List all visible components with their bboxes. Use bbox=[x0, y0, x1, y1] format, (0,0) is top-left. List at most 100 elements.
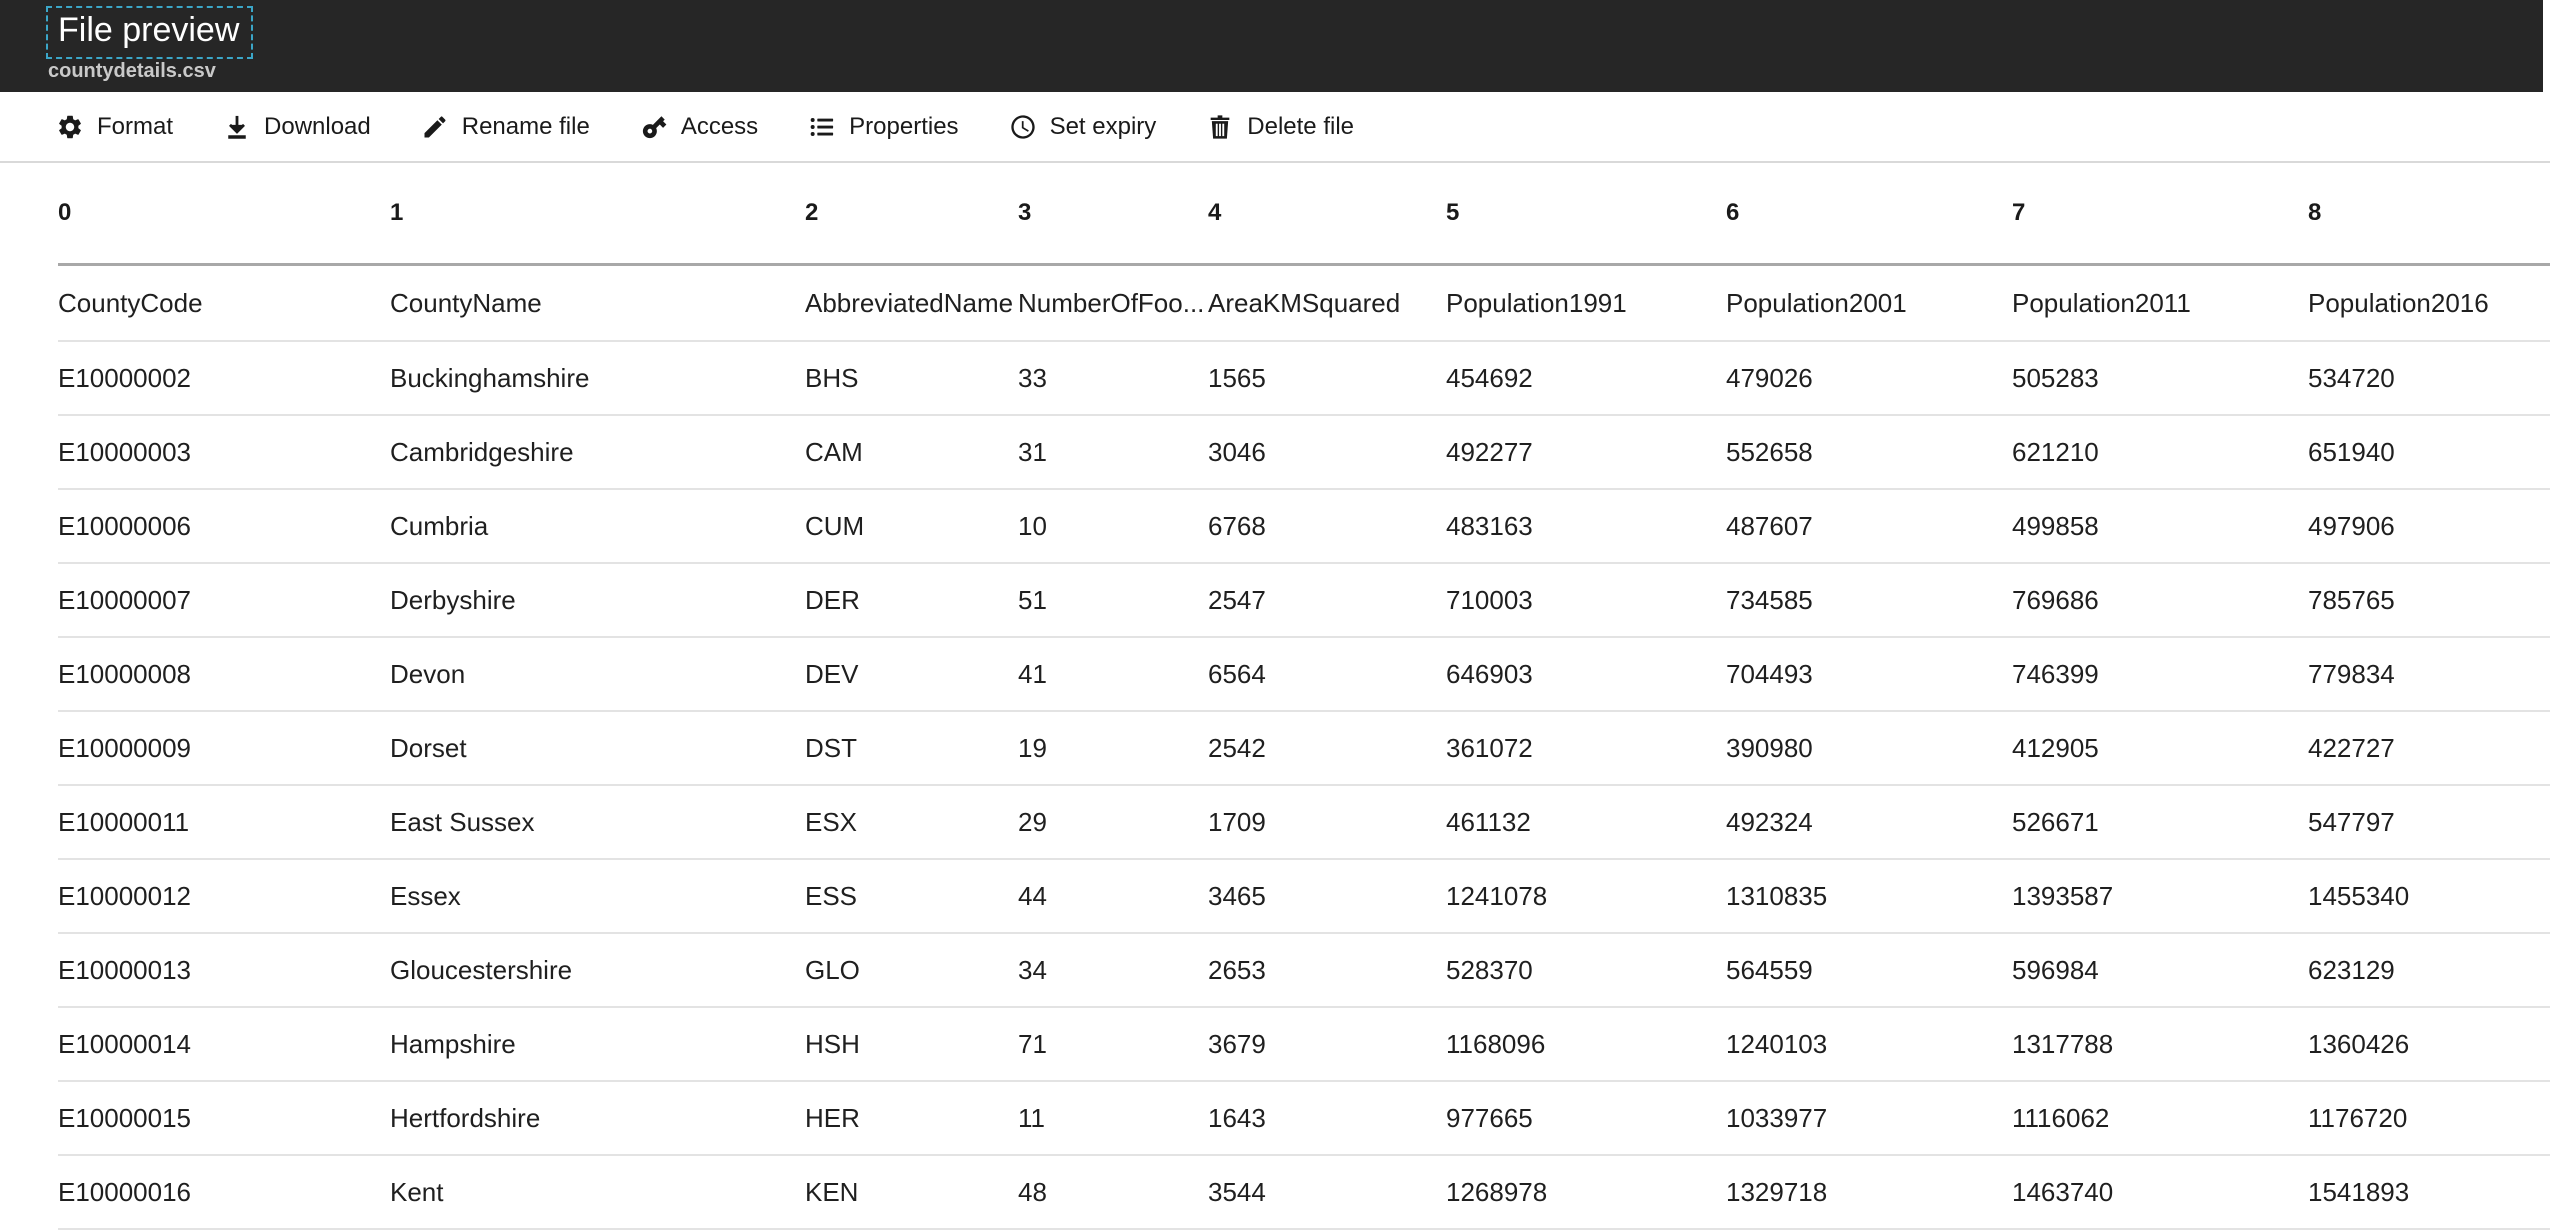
cell: CUM bbox=[805, 489, 1018, 564]
csv-preview-table: 0 1 2 3 4 5 6 7 8 CountyCode CountyName Abbreviated… bbox=[58, 163, 2550, 1230]
cell: 1268978 bbox=[1446, 1155, 1726, 1230]
cell: 51 bbox=[1018, 563, 1208, 638]
rename-file-label: Rename file bbox=[461, 112, 590, 140]
clock-icon bbox=[1009, 113, 1037, 141]
column-header: Population2011 bbox=[2012, 264, 2308, 342]
cell: HSH bbox=[805, 1007, 1018, 1082]
cell: 3046 bbox=[1208, 415, 1446, 490]
cell: 6768 bbox=[1208, 489, 1446, 564]
table-row: E10000015 Hertfordshire HER 11 1643 977665 103… bbox=[58, 1081, 2550, 1156]
cell: 6564 bbox=[1208, 637, 1446, 712]
cell: 1643 bbox=[1208, 1081, 1446, 1156]
cell: 1317788 bbox=[2012, 1007, 2308, 1082]
cell: 1033977 bbox=[1726, 1081, 2012, 1156]
cell: 1329718 bbox=[1726, 1155, 2012, 1230]
cell: Buckinghamshire bbox=[390, 341, 805, 416]
cell: Derbyshire bbox=[390, 563, 805, 638]
format-button[interactable]: Format bbox=[56, 113, 173, 141]
cell: East Sussex bbox=[390, 785, 805, 860]
cell: 492324 bbox=[1726, 785, 2012, 860]
cell: 779834 bbox=[2308, 637, 2550, 712]
cell: 461132 bbox=[1446, 785, 1726, 860]
toolbar: Format Download Rename file Access Prope… bbox=[0, 92, 2550, 163]
file-preview-header: File preview countydetails.csv bbox=[0, 0, 2543, 92]
cell: 2542 bbox=[1208, 711, 1446, 786]
cell: 3544 bbox=[1208, 1155, 1446, 1230]
table-row: E10000012 Essex ESS 44 3465 1241078 1310835 139… bbox=[58, 859, 2550, 934]
cell: 487607 bbox=[1726, 489, 2012, 564]
cell: 528370 bbox=[1446, 933, 1726, 1008]
cell: 734585 bbox=[1726, 563, 2012, 638]
cell: 547797 bbox=[2308, 785, 2550, 860]
cell: 499858 bbox=[2012, 489, 2308, 564]
cell: 526671 bbox=[2012, 785, 2308, 860]
cell: 1360426 bbox=[2308, 1007, 2550, 1082]
cell: ESX bbox=[805, 785, 1018, 860]
column-index: 3 bbox=[1018, 163, 1208, 266]
column-index: 0 bbox=[58, 163, 390, 266]
cell: 534720 bbox=[2308, 341, 2550, 416]
cell: E10000008 bbox=[58, 637, 390, 712]
cell: 785765 bbox=[2308, 563, 2550, 638]
cell: 44 bbox=[1018, 859, 1208, 934]
cell: 651940 bbox=[2308, 415, 2550, 490]
gear-icon bbox=[56, 113, 84, 141]
properties-label: Properties bbox=[849, 112, 959, 140]
access-button[interactable]: Access bbox=[640, 113, 758, 141]
column-header: Population2001 bbox=[1726, 264, 2012, 342]
cell: Cumbria bbox=[390, 489, 805, 564]
delete-file-button[interactable]: Delete file bbox=[1206, 113, 1354, 141]
properties-button[interactable]: Properties bbox=[808, 112, 959, 141]
cell: 71 bbox=[1018, 1007, 1208, 1082]
cell: E10000007 bbox=[58, 563, 390, 638]
cell: Hampshire bbox=[390, 1007, 805, 1082]
cell: GLO bbox=[805, 933, 1018, 1008]
cell: E10000011 bbox=[58, 785, 390, 860]
column-index: 4 bbox=[1208, 163, 1446, 266]
table-row: E10000014 Hampshire HSH 71 3679 1168096 124010… bbox=[58, 1007, 2550, 1082]
cell: Devon bbox=[390, 637, 805, 712]
page-title: File preview bbox=[58, 11, 240, 49]
key-icon bbox=[640, 113, 668, 141]
cell: Dorset bbox=[390, 711, 805, 786]
cell: 3465 bbox=[1208, 859, 1446, 934]
rename-file-button[interactable]: Rename file bbox=[421, 113, 590, 141]
column-index: 5 bbox=[1446, 163, 1726, 266]
cell: DEV bbox=[805, 637, 1018, 712]
file-name: countydetails.csv bbox=[48, 60, 216, 83]
set-expiry-button[interactable]: Set expiry bbox=[1009, 113, 1156, 141]
cell: 596984 bbox=[2012, 933, 2308, 1008]
table-row: E10000016 Kent KEN 48 3544 1268978 1329718 1463… bbox=[58, 1155, 2550, 1230]
cell: 19 bbox=[1018, 711, 1208, 786]
cell: KEN bbox=[805, 1155, 1018, 1230]
cell: Kent bbox=[390, 1155, 805, 1230]
table-row: E10000013 Gloucestershire GLO 34 2653 528370 5… bbox=[58, 933, 2550, 1008]
cell: 2547 bbox=[1208, 563, 1446, 638]
table-row: E10000009 Dorset DST 19 2542 361072 390980 4129… bbox=[58, 711, 2550, 786]
cell: 1116062 bbox=[2012, 1081, 2308, 1156]
cell: 34 bbox=[1018, 933, 1208, 1008]
download-button[interactable]: Download bbox=[223, 113, 371, 141]
cell: 390980 bbox=[1726, 711, 2012, 786]
cell: 769686 bbox=[2012, 563, 2308, 638]
column-index: 7 bbox=[2012, 163, 2308, 266]
pencil-icon bbox=[421, 113, 449, 141]
table-row: E10000007 Derbyshire DER 51 2547 710003 734585… bbox=[58, 563, 2550, 638]
cell: DST bbox=[805, 711, 1018, 786]
cell: 623129 bbox=[2308, 933, 2550, 1008]
cell: 1393587 bbox=[2012, 859, 2308, 934]
cell: 483163 bbox=[1446, 489, 1726, 564]
cell: 412905 bbox=[2012, 711, 2308, 786]
column-header: Population1991 bbox=[1446, 264, 1726, 342]
cell: E10000016 bbox=[58, 1155, 390, 1230]
cell: Essex bbox=[390, 859, 805, 934]
cell: 492277 bbox=[1446, 415, 1726, 490]
cell: 3679 bbox=[1208, 1007, 1446, 1082]
cell: E10000013 bbox=[58, 933, 390, 1008]
cell: 33 bbox=[1018, 341, 1208, 416]
cell: 422727 bbox=[2308, 711, 2550, 786]
cell: 1176720 bbox=[2308, 1081, 2550, 1156]
cell: 646903 bbox=[1446, 637, 1726, 712]
title-focus-outline[interactable]: File preview bbox=[46, 6, 254, 60]
cell: 31 bbox=[1018, 415, 1208, 490]
